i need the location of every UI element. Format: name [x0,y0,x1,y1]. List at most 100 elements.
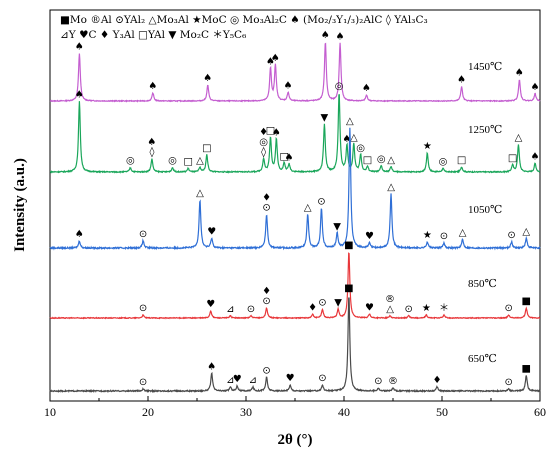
peak-marker: ■ [522,363,531,374]
peak-marker: ▼ [321,113,329,124]
series-4: ⊙♠⊿♥ ⊿⊙♥ ⊙■⊙ ® ♦ ⊙■650℃ [49,283,541,394]
peak-marker: △ [196,188,204,199]
peak-marker: ♠ [342,134,351,145]
peak-marker: ♦ [308,302,317,313]
peak-marker: ⊿ [249,375,257,386]
peak-marker: ◎ [259,137,268,148]
x-tick-label: 60 [534,405,546,419]
peak-marker: ⊙ [504,377,512,388]
peak-marker: ⊙ [318,297,326,308]
series-line [49,252,541,320]
peak-marker: ♠ [207,361,216,372]
peak-marker: ⊙ [139,229,147,240]
peak-marker: ⊙ [247,304,255,315]
peak-marker: ⊙ [504,303,512,314]
peak-marker: ♠ [266,57,275,68]
peak-marker: △ [515,132,523,143]
peak-marker: ⊙ [139,377,147,388]
x-tick-label: 40 [338,405,350,419]
peak-marker: ⊿ [226,304,234,315]
peak-marker: ♠ [457,75,466,86]
peak-marker: □ [279,151,288,162]
peak-marker: ♦ [259,127,268,138]
peak-marker: △ [196,156,204,167]
series-label: 1050℃ [468,204,502,216]
peak-marker: □ [266,126,275,137]
peak-marker: ♥ [207,226,216,237]
peak-marker: ♠ [203,73,212,84]
peak-marker: ♠ [147,137,156,148]
peak-marker: ⊙ [262,296,270,307]
peak-marker: ♦ [262,286,271,297]
peak-marker: △ [459,228,467,239]
peak-marker: △ [350,132,358,143]
plot-frame [49,9,541,402]
peak-marker: ⊙ [374,376,382,387]
peak-marker: ▼ [333,222,341,233]
x-tick-label: 10 [44,405,56,419]
peak-marker: △ [346,116,354,127]
peak-marker: ◎ [377,154,386,165]
legend-line-1: ■Mo ®Al ⊙YAl₂ △Mo₃Al ★MoC ◎ Mo₃Al₂C ♠ (M… [60,14,428,26]
peak-marker: ⊙ [262,202,270,213]
peak-marker: ◎ [335,81,344,92]
peak-marker: ◎ [439,157,448,168]
peak-marker: ◊ [149,146,154,158]
peak-marker: ♥ [206,299,215,310]
peak-marker: ◎ [126,156,135,167]
y-axis-label: Intensity (a.u.) [12,158,28,252]
peak-marker: ♦ [433,375,442,386]
peak-marker: ⊙ [317,196,325,207]
tick-layer: 10 20 30 40 50 60 [44,396,546,419]
peak-marker: ♠ [148,81,157,92]
peak-marker: ® [388,376,398,387]
peak-marker: ■ [344,240,353,251]
peak-marker: ■ [522,296,531,307]
series-label: 850℃ [468,278,497,290]
peak-marker: ★ [422,303,431,314]
peak-marker: ♠ [531,151,540,162]
series-layer: ♠♠♠♠♠♠♠ ♠♠♠♠♠1450℃♠◎♠◊◎ □ △□♦◎◊□♠□♠▼◎♠△◎□ ◎ △… [49,30,541,394]
series-line [49,127,541,251]
peak-marker: ♥ [286,373,295,384]
peak-marker: ◊ [261,146,266,158]
peak-marker: ♠ [75,229,84,240]
x-tick-label: 50 [436,405,448,419]
peak-marker: ⊙ [404,304,412,315]
peak-marker: ⊙ [507,230,515,241]
peak-marker: ⊙ [139,303,147,314]
peak-marker: ◎ [356,143,365,154]
peak-marker: ▼ [334,297,342,308]
peak-marker: △ [304,202,312,213]
peak-marker: ♠ [531,82,540,93]
peak-marker: ★ [423,230,432,241]
series-2: ♠ ⊙△♥♦⊙ △⊙▼△♥△★ ⊙ △ ⊙ △1050℃ [49,116,541,251]
series-1: ♠◎♠◊◎ □ △□♦◎◊□♠□♠▼◎♠△◎□ ◎ △★◎ □ □△♠1250℃ [49,81,540,174]
series-label: 650℃ [468,353,497,365]
peak-marker: ♠ [362,83,371,94]
peak-marker: ★ [423,141,432,152]
peak-marker: ＊ [439,303,449,314]
peak-marker: □ [363,155,372,166]
peak-marker: ♠ [515,67,524,78]
peak-marker: ⊙ [262,365,270,376]
peak-marker: ♠ [336,31,345,42]
peak-marker: □ [202,143,211,154]
peak-marker: ♥ [233,374,242,385]
series-0: ♠♠♠♠♠♠♠ ♠♠♠♠♠1450℃ [49,30,541,103]
series-label: 1450℃ [468,61,502,73]
peak-marker: ® [385,294,395,305]
peak-marker: ♠ [284,80,293,91]
series-line [49,94,540,174]
x-tick-label: 20 [142,405,154,419]
series-label: 1250℃ [468,124,502,136]
peak-marker: ♠ [271,53,280,64]
peak-marker: ♠ [321,30,330,41]
peak-marker: ■ [344,283,353,294]
series-3: ⊙ ♥ ⊿ ⊙♦⊙♦ ⊙ ▼■♥®△ ⊙ ★ ＊ ⊙■850℃ [49,240,541,320]
peak-marker: ♦ [262,192,271,203]
peak-marker: ♠ [272,127,281,138]
x-axis-label: 2θ (°) [277,432,312,448]
series-line [49,42,541,103]
